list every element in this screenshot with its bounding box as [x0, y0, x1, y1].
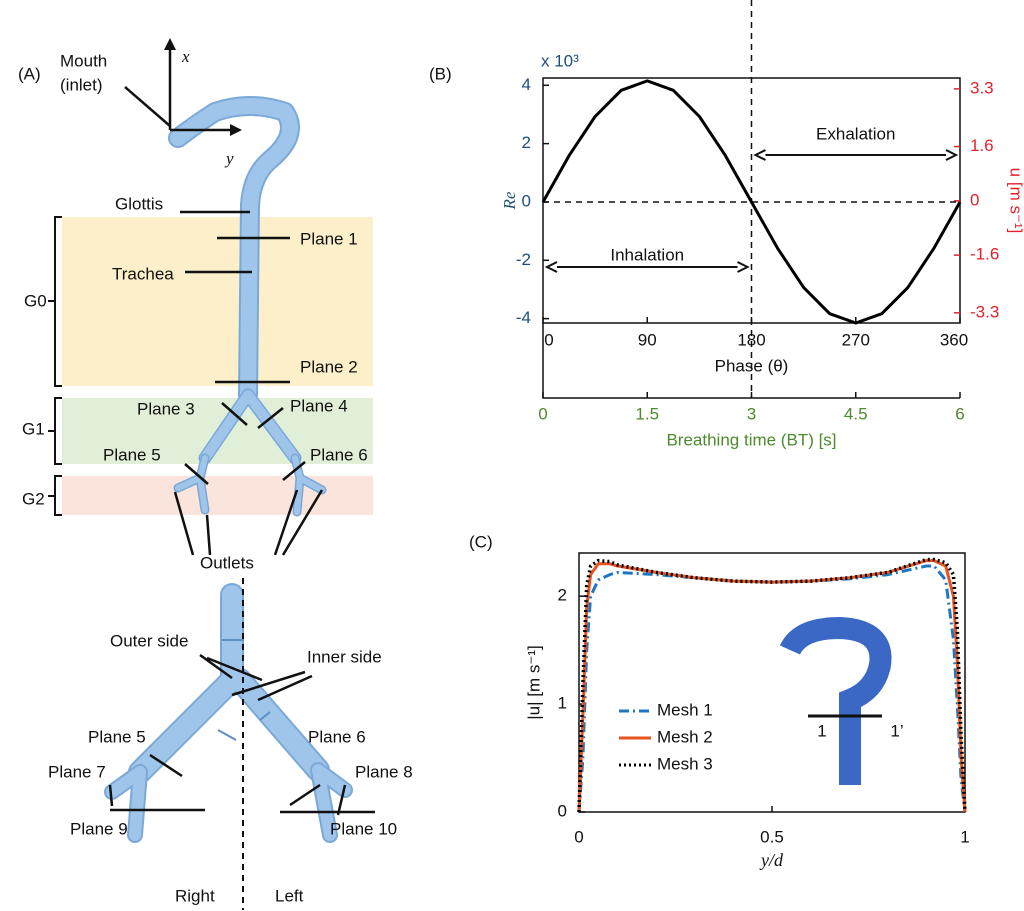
label: Plane 7 — [48, 762, 106, 781]
generation: G1 — [22, 419, 45, 438]
label: Plane 10 — [330, 819, 397, 838]
x-tick-label: 270 — [842, 330, 870, 349]
label: Trachea — [112, 264, 174, 283]
arrow — [753, 149, 959, 161]
x-tick-label: 0.5 — [760, 827, 784, 846]
y2-tick-label: 3.3 — [970, 78, 994, 97]
side-label: Left — [275, 886, 304, 905]
x-tick-label: 90 — [638, 330, 657, 349]
y-tick-label: 2 — [522, 133, 531, 152]
x-tick-label: 180 — [737, 330, 765, 349]
y2-axis-label: u [m s⁻¹] — [1007, 168, 1024, 234]
x-tick-label: 0 — [544, 330, 553, 349]
x2-tick-label: 3 — [747, 404, 756, 423]
coordinate-axes — [124, 38, 242, 136]
legend-label: Mesh 2 — [657, 727, 713, 746]
y-tick-label: 2 — [558, 586, 567, 605]
g2-band — [62, 476, 373, 515]
inset-label: 1 — [817, 721, 826, 740]
axis-y-label: y — [224, 149, 234, 168]
x2-tick-label: 1.5 — [635, 404, 659, 423]
arrow — [544, 261, 750, 273]
panel-label: (A) — [18, 64, 41, 83]
inset-airway — [779, 616, 892, 785]
y-tick-label: -4 — [516, 308, 531, 327]
panel-label: (B) — [429, 64, 452, 83]
y-axis-label: Re — [500, 191, 519, 210]
x2-tick-label: 4.5 — [844, 404, 868, 423]
x2-tick-label: 6 — [955, 404, 964, 423]
inset-label: 1’ — [890, 721, 903, 740]
label: Plane 2 — [300, 357, 358, 376]
y-tick-label: -2 — [516, 250, 531, 269]
label: Plane 4 — [290, 396, 348, 415]
y-axis-label: |u| [m s⁻¹] — [524, 645, 543, 719]
annotation: Inhalation — [610, 245, 684, 264]
data-line — [577, 557, 967, 813]
label: Plane 1 — [300, 229, 358, 248]
y2-tick-label: 1.6 — [970, 136, 994, 155]
label: Plane 5 — [103, 445, 161, 464]
generation: G2 — [22, 489, 45, 508]
legend-label: Mesh 3 — [657, 754, 713, 773]
y2-tick-label: -1.6 — [970, 245, 999, 264]
brackets — [48, 216, 62, 516]
label: Plane 5 — [88, 727, 146, 746]
mouth-label: Mouth — [60, 51, 107, 70]
x-tick-label: 0 — [574, 827, 583, 846]
y2-tick-label: 0 — [970, 190, 979, 209]
pointer-lines-lower — [108, 653, 375, 816]
x2-tick-label: 0 — [538, 404, 547, 423]
label: Plane 8 — [355, 762, 413, 781]
x2-axis-label: Breathing time (BT) [s] — [666, 430, 836, 449]
x-axis-label: y/d — [759, 850, 784, 870]
generation: G0 — [24, 291, 47, 310]
label: Outer side — [110, 631, 188, 650]
y-tick-label: 4 — [522, 75, 531, 94]
label: Plane 9 — [70, 819, 128, 838]
y-tick-label: 0 — [522, 191, 531, 210]
x-tick-label: 1 — [960, 827, 969, 846]
lower-airway — [104, 583, 353, 843]
data-line — [577, 564, 967, 813]
data-line — [577, 559, 967, 813]
annotation: Exhalation — [816, 124, 895, 143]
axis-x-label: x — [181, 47, 190, 66]
label: Inner side — [307, 647, 382, 666]
pointer-lines — [173, 210, 324, 556]
g0-band — [62, 217, 373, 386]
y2-tick-label: -3.3 — [970, 302, 999, 321]
y-tick-label: 0 — [558, 801, 567, 820]
label: Plane 6 — [308, 727, 366, 746]
x-tick-label: 360 — [940, 330, 968, 349]
data-line — [541, 79, 962, 325]
label: Glottis — [115, 194, 163, 213]
plot-frame — [578, 552, 966, 813]
legend-label: Mesh 1 — [657, 700, 713, 719]
side-label: Right — [175, 886, 215, 905]
exponent-label: x 10³ — [541, 51, 579, 70]
label: Plane 6 — [310, 445, 368, 464]
y-tick-label: 1 — [558, 694, 567, 713]
mouth-label: (inlet) — [60, 75, 103, 94]
label: Outlets — [200, 553, 254, 572]
panel-label: (C) — [469, 532, 493, 551]
label: Plane 3 — [137, 399, 195, 418]
